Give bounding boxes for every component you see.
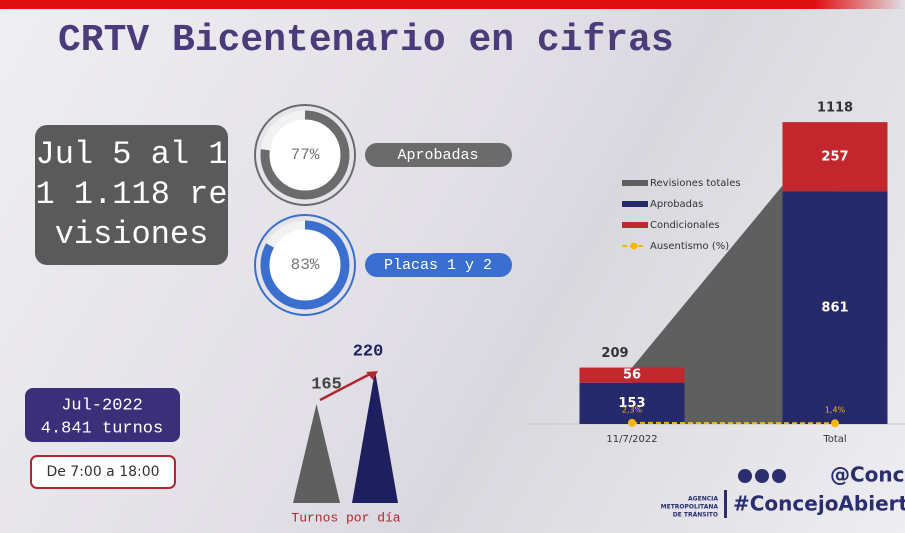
triangle-title: Turnos por día	[291, 510, 400, 525]
legend-label: Aprobadas	[650, 199, 703, 210]
legend-label: Revisiones totales	[650, 178, 741, 189]
line-label: 1,4%	[825, 406, 846, 415]
legend-swatch	[631, 243, 638, 250]
legend-label: Ausentismo (%)	[650, 241, 729, 252]
agency: METROPOLITANA	[661, 504, 719, 511]
hashtag: #ConcejoAbiertoQ	[733, 492, 905, 516]
legend-label: Condicionales	[650, 220, 720, 231]
total-label: 209	[601, 346, 628, 361]
donut-label: 83%	[291, 256, 320, 274]
segment-label: 257	[821, 149, 848, 164]
x-tick-label: 11/7/2022	[606, 434, 657, 445]
x-tick-label: Total	[822, 434, 846, 445]
pill-label: Aprobadas	[397, 147, 478, 164]
line-point	[628, 419, 636, 427]
month-line: 4.841 turnos	[41, 419, 163, 438]
title: CRTV Bicentenario en cifras	[58, 19, 674, 62]
icon	[738, 469, 752, 483]
legend-swatch	[622, 180, 648, 186]
segment-label: 861	[821, 300, 848, 315]
segment-label: 56	[623, 368, 641, 383]
donut-label: 77%	[291, 146, 320, 164]
pill-label: Placas 1 y 2	[384, 257, 492, 274]
icon	[755, 469, 769, 483]
social-handle: @ConcejoQ	[830, 463, 905, 487]
hours-text: De 7:00 a 18:00	[46, 464, 159, 480]
top-bar	[0, 0, 905, 9]
total-label: 1118	[817, 101, 853, 116]
triangle-label: 220	[353, 342, 384, 361]
triangle	[293, 404, 340, 503]
agency: AGENCIA	[688, 496, 718, 503]
triangle	[352, 371, 398, 503]
canvas: CRTV Bicentenario en cifras Jul-2022 4.8…	[0, 0, 905, 533]
legend-swatch	[622, 201, 648, 207]
icon	[772, 469, 786, 483]
line-label: 2,3%	[622, 406, 643, 415]
month-line: Jul-2022	[61, 396, 143, 415]
infographic: Jul 5 al 11 1.118 revisiones CRTV Bicent…	[0, 0, 905, 533]
divider	[724, 490, 727, 518]
agency: DE TRÁNSITO	[673, 512, 718, 519]
legend-swatch	[622, 222, 648, 228]
line-point	[831, 419, 839, 427]
